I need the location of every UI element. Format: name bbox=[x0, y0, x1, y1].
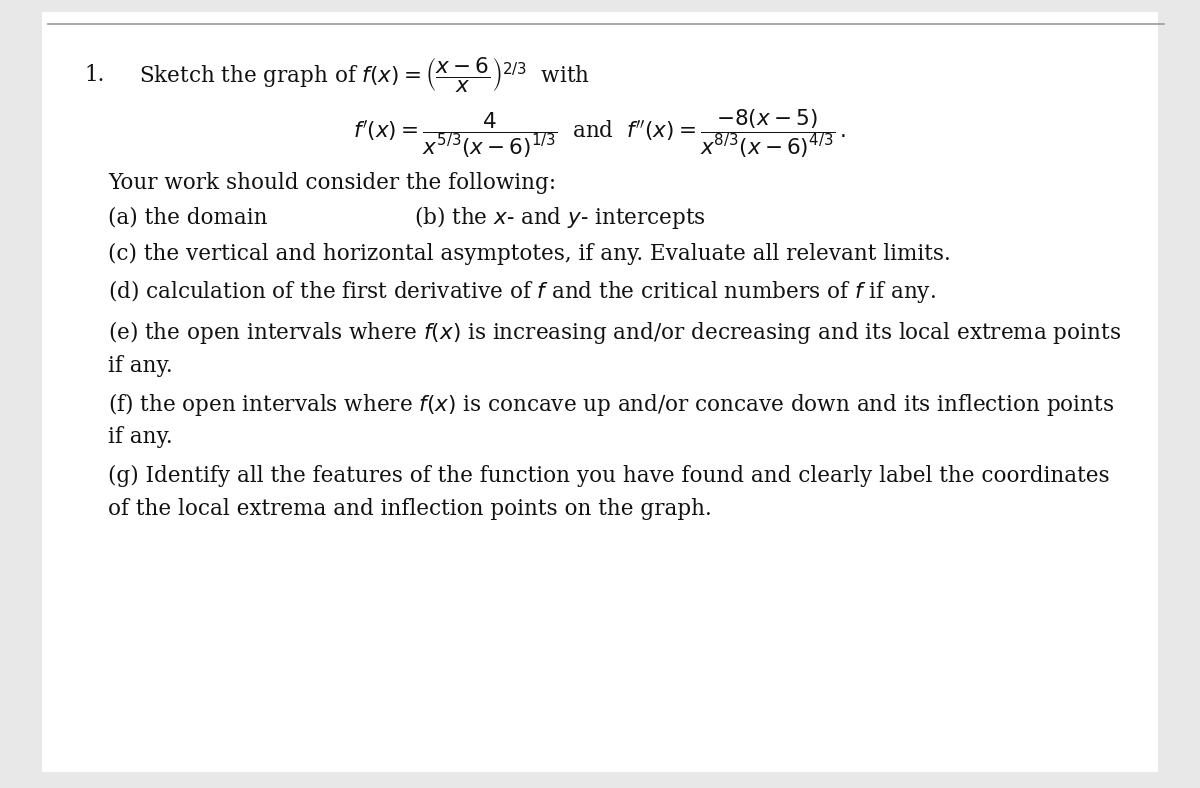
Text: (c) the vertical and horizontal asymptotes, if any. Evaluate all relevant limits: (c) the vertical and horizontal asymptot… bbox=[108, 243, 950, 265]
Text: Sketch the graph of $f(x) = \left(\dfrac{x-6}{x}\right)^{2/3}$  with: Sketch the graph of $f(x) = \left(\dfrac… bbox=[139, 55, 590, 95]
Text: if any.: if any. bbox=[108, 355, 173, 377]
Text: of the local extrema and inflection points on the graph.: of the local extrema and inflection poin… bbox=[108, 498, 712, 520]
Text: (d) calculation of the first derivative of $f$ and the critical numbers of $f$ i: (d) calculation of the first derivative … bbox=[108, 278, 936, 305]
Text: (g) Identify all the features of the function you have found and clearly label t: (g) Identify all the features of the fun… bbox=[108, 465, 1110, 487]
Text: (e) the open intervals where $f(x)$ is increasing and/or decreasing and its loca: (e) the open intervals where $f(x)$ is i… bbox=[108, 319, 1121, 346]
Text: (f) the open intervals where $f(x)$ is concave up and/or concave down and its in: (f) the open intervals where $f(x)$ is c… bbox=[108, 391, 1114, 418]
Text: Your work should consider the following:: Your work should consider the following: bbox=[108, 172, 556, 194]
Text: $f'(x) = \dfrac{4}{x^{5/3}(x-6)^{1/3}}$  and  $f''(x) = \dfrac{-8(x-5)}{x^{8/3}(: $f'(x) = \dfrac{4}{x^{5/3}(x-6)^{1/3}}$ … bbox=[354, 108, 846, 160]
Text: if any.: if any. bbox=[108, 426, 173, 448]
Text: 1.: 1. bbox=[84, 64, 104, 86]
Text: (b) the $x$- and $y$- intercepts: (b) the $x$- and $y$- intercepts bbox=[414, 204, 706, 231]
Text: (a) the domain: (a) the domain bbox=[108, 206, 268, 229]
